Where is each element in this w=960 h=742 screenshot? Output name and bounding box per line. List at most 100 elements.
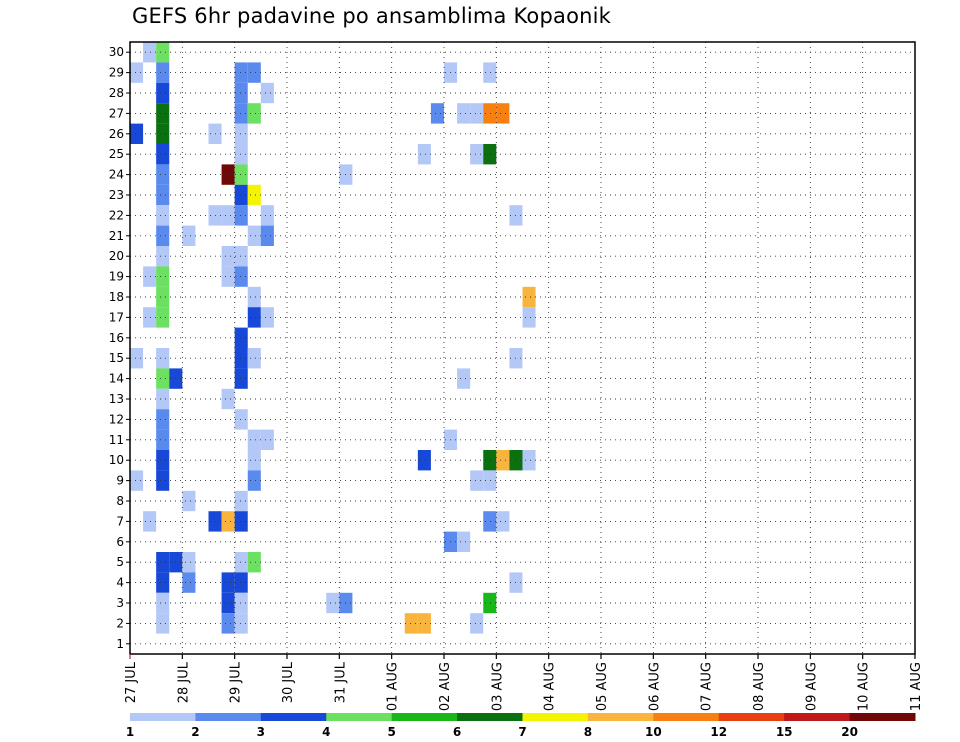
x-tick-label: 04 AUG bbox=[543, 662, 558, 711]
heatmap-cells bbox=[130, 42, 536, 634]
grid-lines bbox=[130, 42, 915, 654]
x-tick-label: 09 AUG bbox=[804, 662, 819, 711]
heatmap-cell bbox=[247, 184, 261, 206]
y-tick-label: 10 bbox=[109, 453, 124, 467]
y-tick-label: 6 bbox=[116, 535, 124, 549]
heatmap-cell bbox=[496, 103, 510, 124]
colorbar-tick-label: 15 bbox=[776, 725, 793, 739]
heatmap-cell bbox=[470, 613, 484, 634]
y-tick-label: 12 bbox=[109, 412, 124, 426]
heatmap-cell bbox=[156, 429, 170, 450]
heatmap-cell bbox=[247, 62, 261, 83]
y-tick-label: 15 bbox=[109, 351, 124, 365]
heatmap-cell bbox=[234, 368, 248, 389]
heatmap-cell bbox=[130, 470, 144, 491]
colorbar-segment bbox=[522, 713, 589, 721]
heatmap-cell bbox=[234, 164, 248, 185]
heatmap-cell bbox=[457, 531, 471, 552]
heatmap-cell bbox=[417, 613, 431, 634]
heatmap-cell bbox=[404, 613, 418, 634]
heatmap-cell bbox=[234, 327, 248, 348]
heatmap-cell bbox=[234, 205, 248, 226]
heatmap-cell bbox=[143, 307, 157, 328]
heatmap-cell bbox=[326, 592, 340, 614]
heatmap-cell bbox=[457, 368, 471, 389]
heatmap-cell bbox=[457, 103, 471, 124]
heatmap-cell bbox=[260, 429, 274, 450]
heatmap-cell bbox=[221, 246, 235, 267]
colorbar-tick-label: 12 bbox=[710, 725, 727, 739]
y-tick-label: 14 bbox=[109, 372, 124, 386]
heatmap-cell bbox=[234, 613, 248, 634]
heatmap-cell bbox=[130, 62, 144, 83]
y-tick-label: 5 bbox=[116, 555, 124, 569]
colorbar-segment bbox=[391, 713, 458, 721]
y-tick-label: 3 bbox=[116, 596, 124, 610]
heatmap-cell bbox=[156, 572, 170, 593]
y-tick-label: 27 bbox=[109, 106, 124, 120]
heatmap-cell bbox=[156, 450, 170, 471]
heatmap-cell bbox=[221, 572, 235, 593]
heatmap-cell bbox=[247, 348, 261, 369]
heatmap-cell bbox=[247, 286, 261, 308]
x-tick-label: 28 JUL bbox=[176, 661, 191, 703]
x-axis: 27 JUL 28 JUL 29 JUL 30 JUL 31 JUL 01 AUG 02 A… bbox=[124, 654, 924, 711]
x-tick-label: 10 AUG bbox=[857, 662, 872, 711]
colorbar-segment bbox=[849, 713, 916, 721]
heatmap-cell bbox=[156, 307, 170, 328]
heatmap-cell bbox=[483, 62, 497, 83]
heatmap-cell bbox=[156, 286, 170, 308]
heatmap-cell bbox=[156, 348, 170, 369]
heatmap-cell bbox=[156, 388, 170, 410]
heatmap-cell bbox=[483, 103, 497, 124]
heatmap-cell bbox=[234, 123, 248, 144]
heatmap-cell bbox=[156, 62, 170, 83]
heatmap-cell bbox=[156, 613, 170, 634]
colorbar-segment bbox=[718, 713, 785, 721]
heatmap-cell bbox=[430, 103, 444, 124]
colorbar-tick-label: 6 bbox=[453, 725, 461, 739]
y-axis: 1234567891011121314151617181920212223242… bbox=[109, 45, 130, 651]
y-tick-label: 2 bbox=[116, 616, 124, 630]
heatmap-cell bbox=[260, 225, 274, 246]
colorbar-tick-label: 2 bbox=[191, 725, 199, 739]
heatmap-cell bbox=[156, 103, 170, 124]
heatmap-cell bbox=[221, 388, 235, 410]
heatmap-cell bbox=[483, 592, 497, 614]
heatmap-cell bbox=[247, 552, 261, 573]
colorbar-segment bbox=[326, 713, 393, 721]
x-tick-label: 27 JUL bbox=[124, 661, 139, 703]
heatmap-cell bbox=[260, 82, 274, 104]
heatmap-cell bbox=[247, 225, 261, 246]
heatmap-cell bbox=[221, 511, 235, 532]
heatmap-cell bbox=[143, 266, 157, 287]
heatmap-cell bbox=[234, 246, 248, 267]
heatmap-cell bbox=[470, 470, 484, 491]
heatmap-cell bbox=[234, 592, 248, 614]
heatmap-cell bbox=[156, 184, 170, 206]
heatmap-cell bbox=[260, 307, 274, 328]
colorbar-tick-label: 8 bbox=[584, 725, 592, 739]
heatmap-cell bbox=[234, 348, 248, 369]
colorbar-tick-label: 20 bbox=[841, 725, 858, 739]
x-tick-label: 02 AUG bbox=[438, 662, 453, 711]
y-tick-label: 20 bbox=[109, 249, 124, 263]
heatmap-cell bbox=[182, 552, 196, 573]
heatmap-cell bbox=[234, 511, 248, 532]
y-tick-label: 23 bbox=[109, 188, 124, 202]
y-tick-label: 28 bbox=[109, 86, 124, 100]
heatmap-cell bbox=[156, 470, 170, 491]
colorbar-tick-label: 3 bbox=[257, 725, 265, 739]
heatmap-cell bbox=[234, 144, 248, 165]
heatmap-cell bbox=[130, 348, 144, 369]
heatmap-cell bbox=[221, 592, 235, 614]
heatmap-cell bbox=[221, 205, 235, 226]
colorbar-tick-label: 7 bbox=[518, 725, 526, 739]
y-tick-label: 16 bbox=[109, 331, 124, 345]
y-tick-label: 13 bbox=[109, 392, 124, 406]
x-tick-label: 01 AUG bbox=[386, 662, 401, 711]
y-tick-label: 24 bbox=[109, 168, 124, 182]
heatmap-cell bbox=[221, 613, 235, 634]
heatmap-cell bbox=[156, 246, 170, 267]
x-tick-label: 07 AUG bbox=[700, 662, 715, 711]
